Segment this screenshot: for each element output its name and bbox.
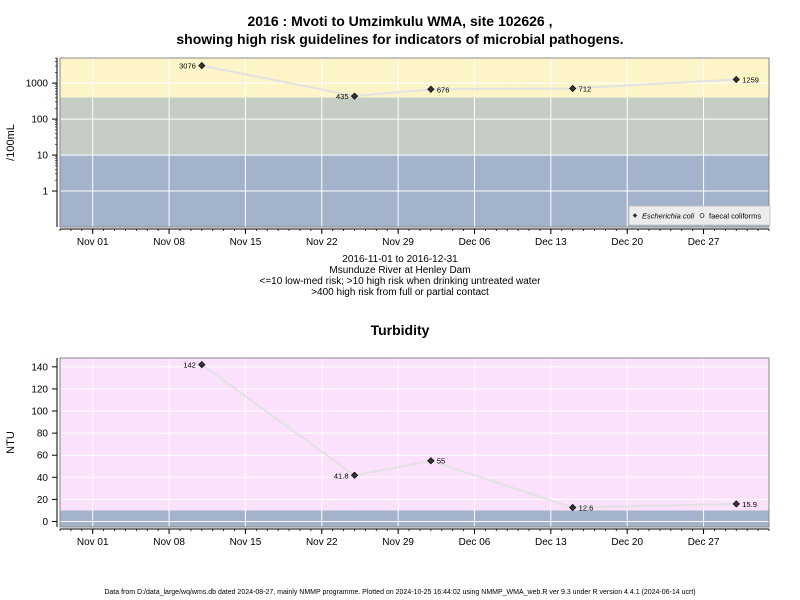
- turbidity-data-label-2: 55: [437, 457, 445, 466]
- turbidity-x-tick-label-4: Nov 29: [382, 537, 414, 548]
- caption-site-name: Msunduze River at Henley Dam: [329, 265, 471, 276]
- turbidity-data-point-2: [427, 457, 435, 465]
- turbidity-data-label-1: 41.8: [334, 471, 349, 480]
- microbial-data-point-4: [732, 75, 740, 84]
- turbidity-x-tick-label-3: Nov 22: [306, 537, 338, 548]
- microbial-y-tick-label-2: 100: [31, 115, 48, 126]
- figure-title-line-2: showing high risk guidelines for indicat…: [176, 31, 624, 47]
- microbial-x-tick-label-3: Nov 22: [306, 237, 338, 248]
- microbial-legend-box: [628, 205, 771, 226]
- microbial-y-tick-label-1: 10: [37, 151, 49, 162]
- turbidity-x-tick-label-8: Dec 27: [688, 537, 720, 548]
- microbial-data-label-2: 676: [437, 85, 450, 94]
- microbial-risk-band-1: [60, 97, 769, 156]
- turbidity-y-axis-title: NTU: [5, 431, 17, 454]
- turbidity-plot-frame: [59, 357, 770, 528]
- microbial-x-tick-label-5: Dec 06: [459, 237, 491, 248]
- turbidity-data-point-1: [350, 471, 359, 479]
- turbidity-y-tick-label-6: 120: [31, 384, 48, 395]
- turbidity-x-tick-label-6: Dec 13: [535, 537, 567, 548]
- microbial-legend-label-0: Escherichia coli: [642, 211, 694, 220]
- turbidity-x-tick-label-0: Nov 01: [77, 537, 109, 548]
- turbidity-chart-title: Turbidity: [370, 322, 430, 338]
- microbial-legend-label-1: faecal coliforms: [709, 211, 761, 220]
- microbial-x-tick-label-4: Nov 29: [382, 237, 414, 248]
- microbial-x-tick-label-7: Dec 20: [611, 237, 643, 248]
- turbidity-risk-band-1: [60, 358, 769, 511]
- microbial-data-label-4: 1259: [742, 76, 759, 85]
- turbidity-data-point-3: [569, 503, 577, 512]
- microbial-data-point-2: [427, 85, 435, 93]
- turbidity-x-tick-label-1: Nov 08: [153, 537, 185, 548]
- caption-date-range: 2016-11-01 to 2016-12-31: [342, 254, 458, 265]
- footer-note: Data from D:/data_large/wq/wms.db dated …: [104, 589, 696, 596]
- microbial-x-tick-label-2: Nov 15: [230, 237, 262, 248]
- turbidity-y-tick-label-2: 40: [37, 473, 49, 484]
- microbial-x-tick-label-0: Nov 01: [77, 237, 109, 248]
- turbidity-x-tick-label-5: Dec 06: [459, 537, 491, 548]
- caption-contact-risk: >400 high risk from full or partial cont…: [311, 287, 489, 298]
- microbial-plot-frame: [59, 57, 770, 228]
- turbidity-y-tick-label-3: 60: [37, 451, 49, 462]
- microbial-data-point-1: [350, 92, 359, 100]
- microbial-y-tick-label-3: 1000: [26, 79, 49, 90]
- turbidity-data-label-3: 12.6: [579, 504, 594, 513]
- turbidity-y-tick-label-5: 100: [31, 407, 48, 418]
- turbidity-data-label-4: 15.9: [742, 500, 757, 509]
- microbial-data-label-1: 435: [336, 92, 349, 101]
- microbial-data-point-3: [569, 84, 577, 93]
- microbial-y-axis-title: /100mL: [5, 124, 17, 161]
- turbidity-data-point-0: [198, 361, 206, 369]
- microbial-data-point-0: [198, 61, 206, 70]
- turbidity-y-tick-label-1: 20: [37, 495, 49, 506]
- turbidity-x-tick-label-2: Nov 15: [230, 537, 262, 548]
- microbial-data-label-0: 3076: [179, 62, 196, 71]
- microbial-x-tick-label-8: Dec 27: [688, 237, 720, 248]
- turbidity-risk-band-0: [60, 510, 769, 527]
- microbial-y-tick-label-0: 1: [42, 187, 48, 198]
- microbial-x-tick-label-1: Nov 08: [153, 237, 185, 248]
- microbial-legend-marker-0: [632, 213, 638, 218]
- turbidity-data-point-4: [732, 500, 740, 508]
- microbial-legend-marker-1: [699, 213, 705, 218]
- turbidity-y-tick-label-0: 0: [42, 517, 48, 528]
- turbidity-y-tick-label-7: 140: [31, 362, 48, 373]
- turbidity-x-tick-label-7: Dec 20: [611, 537, 643, 548]
- turbidity-data-label-0: 142: [183, 361, 196, 370]
- turbidity-y-tick-label-4: 80: [37, 429, 49, 440]
- microbial-data-label-3: 712: [579, 84, 592, 93]
- microbial-x-tick-label-6: Dec 13: [535, 237, 567, 248]
- figure-title-line-1: 2016 : Mvoti to Umzimkulu WMA, site 1026…: [247, 13, 553, 29]
- caption-drinking-risk: <=10 low-med risk; >10 high risk when dr…: [259, 276, 541, 287]
